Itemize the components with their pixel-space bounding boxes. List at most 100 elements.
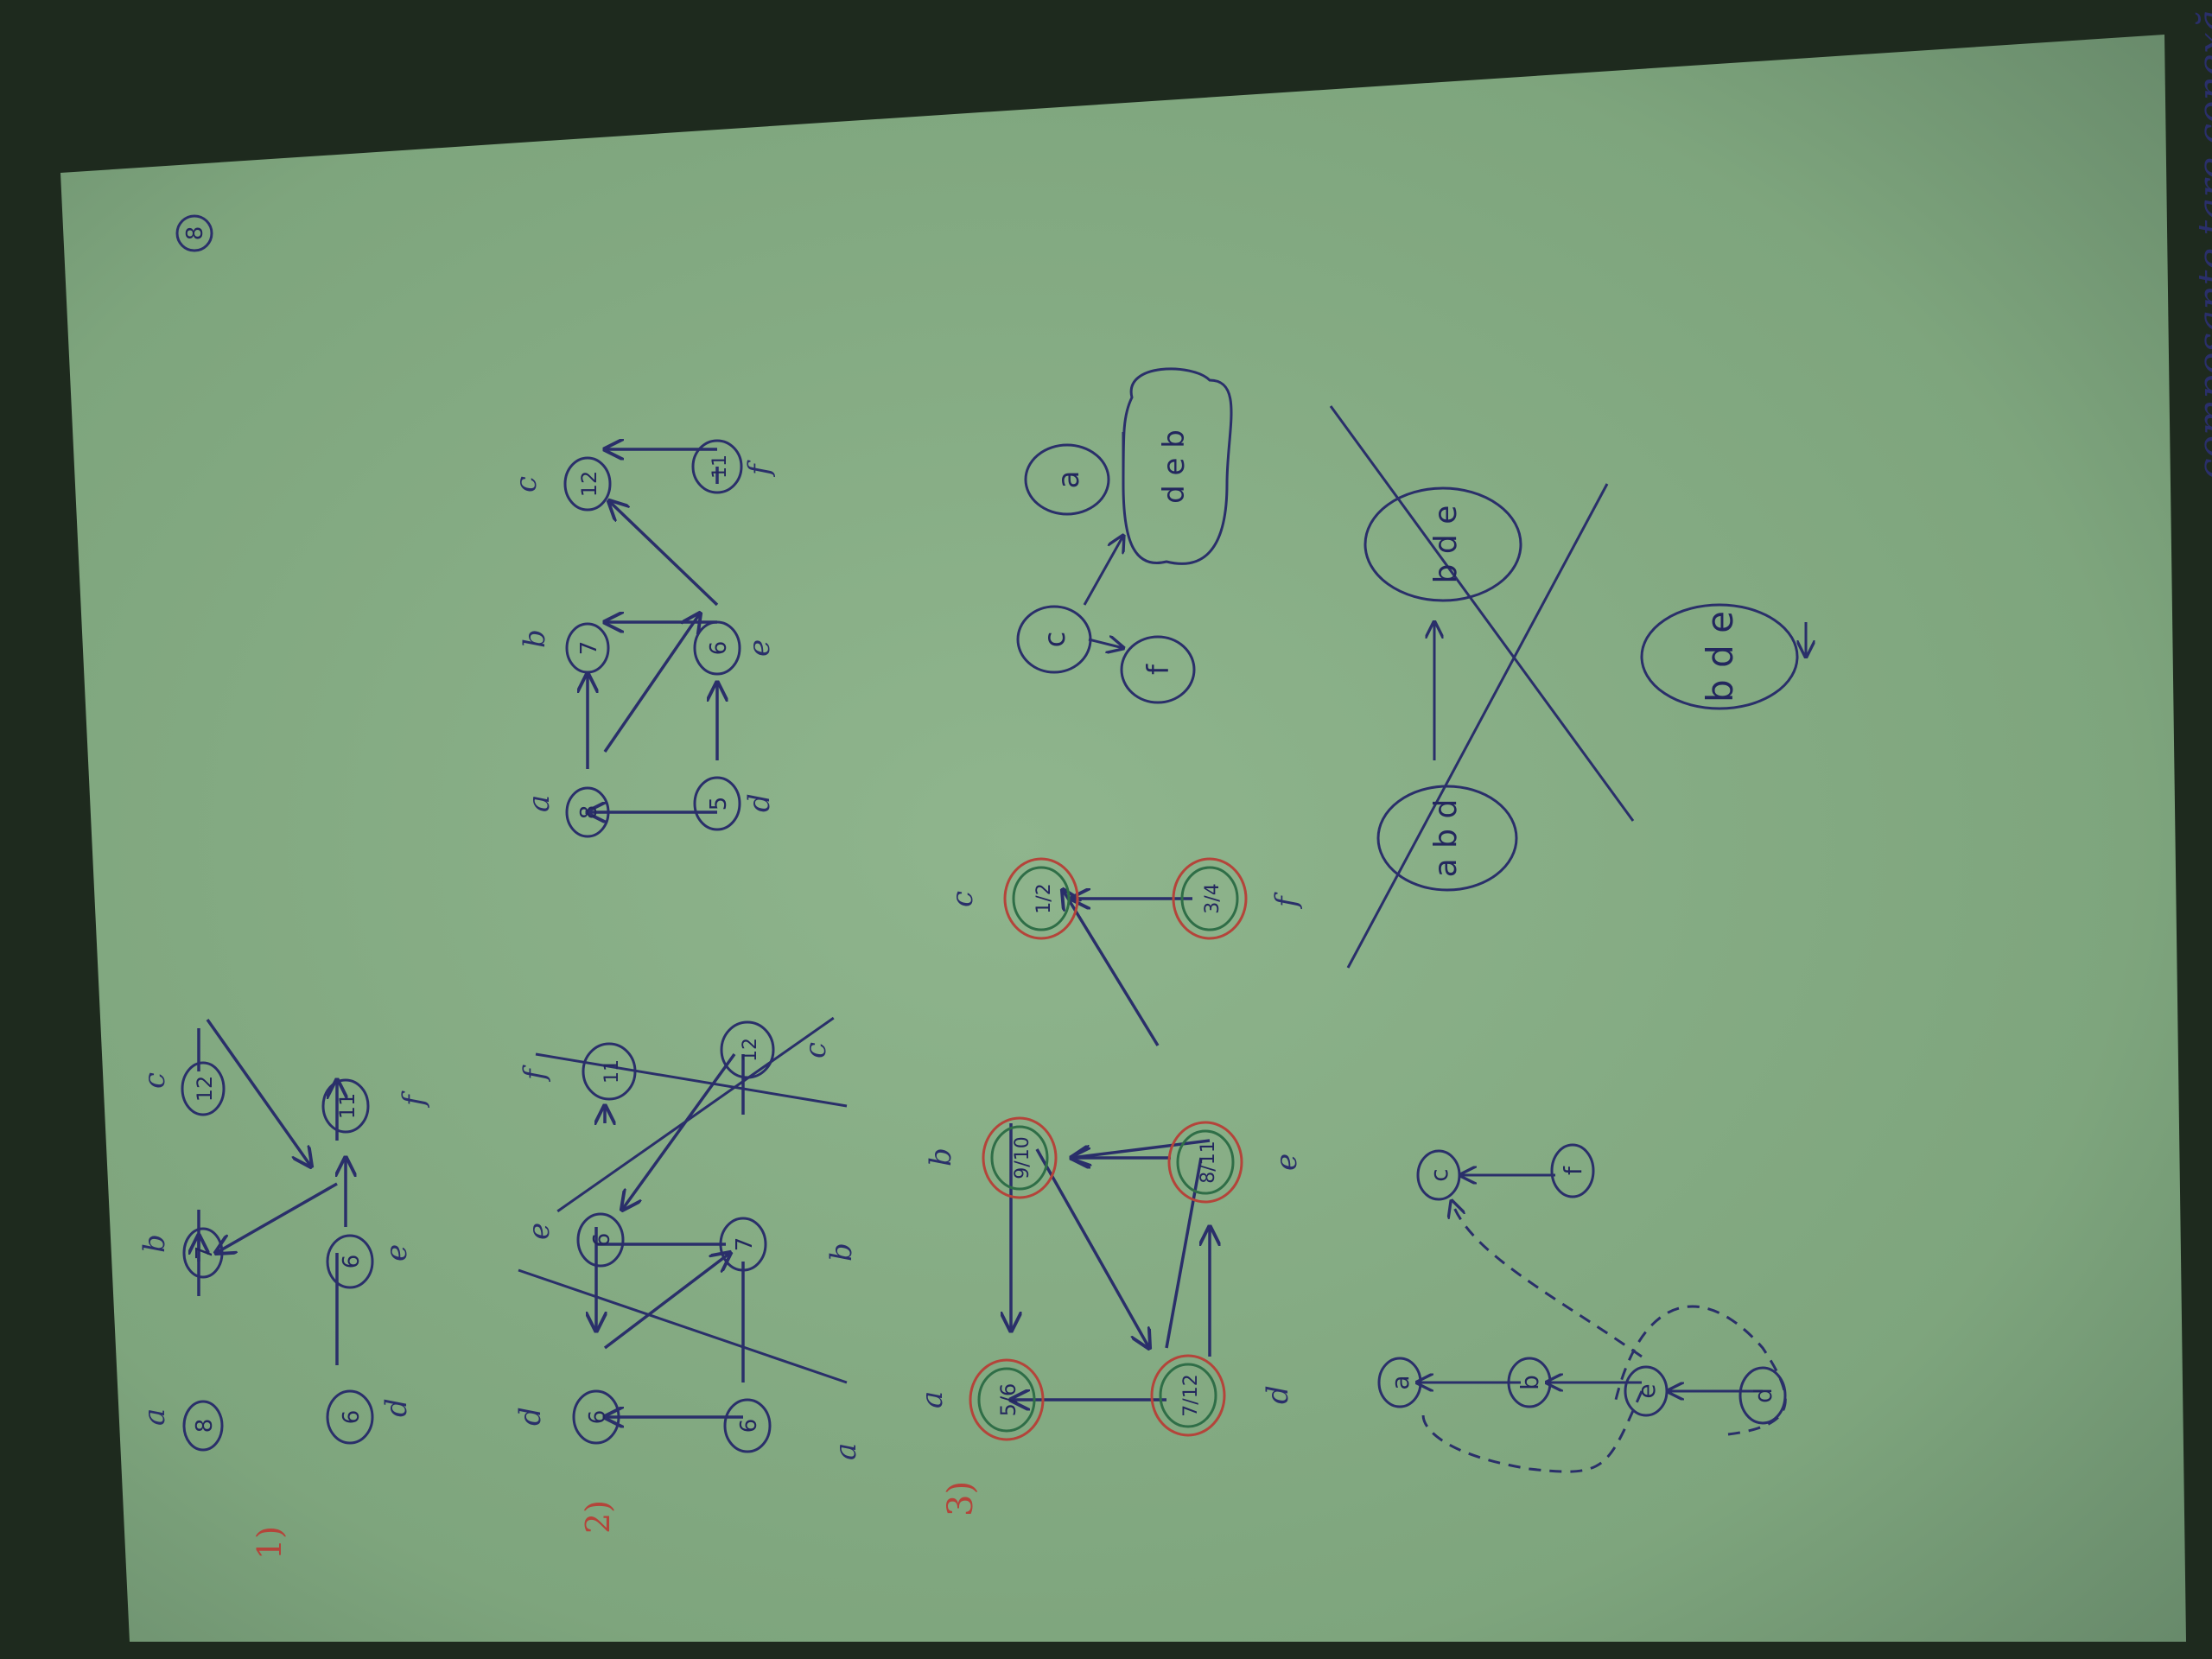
- svg-text:b: b: [824, 1243, 859, 1262]
- svg-text:6: 6: [339, 1255, 365, 1269]
- blob-c: c: [1016, 605, 1092, 674]
- blob-deb: d e b: [1122, 367, 1233, 565]
- s2b-node-a: 8 a: [522, 786, 610, 838]
- svg-text:c: c: [1425, 1168, 1453, 1181]
- crossed-blob-abd: [1376, 785, 1518, 892]
- s2a-node-d: 6 d: [513, 1389, 620, 1445]
- blob-a: a: [1024, 443, 1110, 516]
- tree-node-c: c: [1416, 1149, 1461, 1201]
- svg-text:8: 8: [192, 1419, 218, 1433]
- final-component-text: b d e: [1699, 611, 1741, 702]
- section-3-graph: [1011, 890, 1210, 1400]
- svg-text:12: 12: [193, 1076, 217, 1103]
- svg-text:a: a: [1386, 1375, 1414, 1389]
- s3-node-a: 5/6 a: [915, 1358, 1045, 1441]
- s3-node-b: 9/10 b: [924, 1116, 1058, 1199]
- svg-text:b: b: [924, 1147, 958, 1166]
- svg-text:d: d: [742, 793, 777, 812]
- svg-text:b: b: [1516, 1375, 1544, 1390]
- svg-text:1/2: 1/2: [1033, 883, 1055, 913]
- s3-node-e: 8/11 e: [1167, 1121, 1304, 1204]
- s1-node-c: 12 c: [137, 1061, 226, 1116]
- svg-text:f: f: [1559, 1166, 1587, 1175]
- s3-node-d: 7/12 d: [1150, 1354, 1295, 1437]
- tree-node-a: a: [1377, 1357, 1422, 1408]
- section-2b-nodes: 8 a 7 b 12 c 5 d 6 e 11 f: [509, 439, 777, 838]
- svg-text:a: a: [829, 1443, 863, 1460]
- svg-text:e: e: [379, 1244, 414, 1262]
- svg-text:6: 6: [339, 1410, 365, 1425]
- svg-text:c: c: [137, 1072, 172, 1089]
- svg-text:7: 7: [732, 1237, 758, 1252]
- svg-text:d: d: [513, 1407, 548, 1426]
- s2a-node-a: 6 a: [723, 1398, 863, 1460]
- s2b-node-c: 12 c: [509, 456, 612, 512]
- s1-node-a: 8 a: [137, 1400, 224, 1452]
- svg-text:e: e: [1632, 1383, 1661, 1398]
- svg-text:11: 11: [601, 1059, 623, 1084]
- section-1-nodes: 8 a 7 b 12 c 6 d 6 e 11 f: [137, 1061, 431, 1452]
- component-blobs: a d e b c f: [1016, 367, 1233, 704]
- s3-node-c: 1/2 c: [945, 857, 1079, 940]
- svg-text:7: 7: [576, 641, 602, 656]
- s1-node-e: 6 e: [326, 1234, 414, 1289]
- svg-text:c: c: [1038, 632, 1072, 648]
- svg-text:5/6: 5/6: [996, 1383, 1020, 1417]
- svg-text:d e b: d e b: [1157, 429, 1192, 504]
- svg-text:f: f: [1141, 664, 1176, 675]
- svg-text:6: 6: [736, 1419, 762, 1433]
- svg-text:b: b: [518, 629, 552, 648]
- svg-text:12: 12: [740, 1038, 761, 1062]
- paper-sheet: [60, 35, 2186, 1642]
- svg-text:6: 6: [589, 1233, 615, 1248]
- svg-text:e: e: [1269, 1154, 1304, 1171]
- s2b-node-b: 7 b: [518, 622, 610, 674]
- svg-text:c: c: [945, 891, 980, 907]
- section-2-marker: 2): [579, 1500, 617, 1534]
- final-component: b d e: [1640, 603, 1806, 710]
- svg-text:6: 6: [585, 1410, 611, 1425]
- crossed-abd-text: a b d: [1428, 799, 1464, 878]
- tree-node-d: d: [1738, 1366, 1787, 1425]
- svg-text:12: 12: [577, 471, 601, 498]
- svg-text:d: d: [1261, 1385, 1295, 1404]
- svg-text:c: c: [798, 1042, 833, 1058]
- svg-text:e: e: [742, 639, 777, 657]
- page-number-text: 8: [182, 226, 208, 241]
- section-1-marker: 1): [251, 1526, 289, 1560]
- svg-text:11: 11: [709, 454, 731, 479]
- svg-text:8/11: 8/11: [1198, 1141, 1219, 1183]
- svg-text:a: a: [915, 1391, 950, 1408]
- s2a-node-e: 6 e: [522, 1212, 625, 1268]
- svg-text:5: 5: [706, 797, 732, 811]
- svg-text:a: a: [137, 1408, 172, 1426]
- section-2-graph: [518, 1016, 848, 1417]
- svg-text:7: 7: [192, 1246, 218, 1261]
- section-3-nodes: 5/6 a 9/10 b 1/2 c 7/12 d 8/11 e: [915, 857, 1304, 1441]
- svg-text:e: e: [522, 1223, 556, 1240]
- svg-text:d: d: [379, 1398, 414, 1417]
- section-3-marker: 3): [941, 1481, 981, 1516]
- crossed-bde-text: b d e: [1428, 505, 1464, 584]
- section-2-nodes: 6 d 6 e 11 f 6 a 7 b 12 c: [513, 1020, 863, 1460]
- svg-text:8: 8: [576, 805, 602, 820]
- svg-text:b: b: [137, 1234, 172, 1253]
- crossed-blob-bde: [1363, 486, 1522, 602]
- s3-node-f: 3/4 f: [1172, 857, 1304, 940]
- crossed-merges: [1329, 405, 1635, 969]
- svg-text:6: 6: [706, 641, 732, 656]
- tree-node-f: f: [1550, 1143, 1595, 1198]
- svg-text:9/10: 9/10: [1012, 1136, 1033, 1179]
- tree-node-e: e: [1624, 1365, 1669, 1417]
- s1-node-d: 6 d: [326, 1389, 414, 1445]
- svg-text:7/12: 7/12: [1180, 1374, 1202, 1416]
- svg-text:a: a: [522, 795, 556, 812]
- s1-node-b: 7 b: [137, 1227, 224, 1279]
- s2a-node-b: 7 b: [719, 1217, 859, 1272]
- caption: composante tare conexă: [2190, 10, 2212, 480]
- svg-text:3/4: 3/4: [1202, 883, 1224, 913]
- s2b-node-e: 6 e: [693, 620, 777, 676]
- svg-text:d: d: [1749, 1388, 1777, 1403]
- s2b-node-d: 5 d: [693, 776, 777, 831]
